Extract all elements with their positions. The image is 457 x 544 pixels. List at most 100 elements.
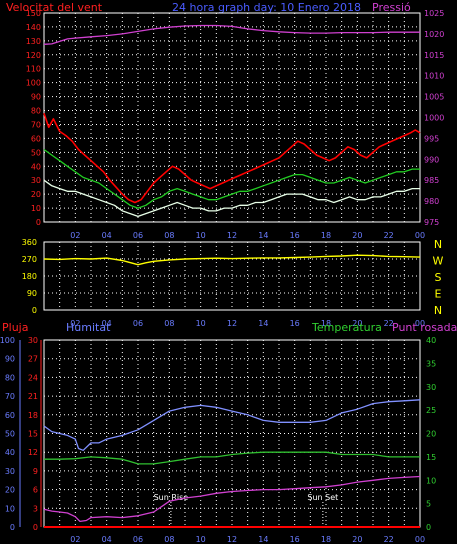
direction-tick: 0 (32, 306, 37, 315)
hour-tick-label: 20 (352, 319, 362, 328)
hour-tick-label: 22 (384, 535, 394, 544)
humidity-tick: 10 (5, 504, 15, 513)
pressure-tick: 980 (424, 197, 439, 206)
chart-title: 24 hora graph day: 10 Enero 2018 (172, 1, 361, 14)
direction-tick: 270 (22, 255, 37, 264)
hour-tick-label: 04 (102, 319, 112, 328)
temperature-axis-title: Temperatura (311, 321, 382, 334)
hour-tick-label: 22 (384, 231, 394, 240)
wind-speed-tick-labels: 0 10 20 30 40 50 60 70 80 90 100 110 120 130 140 150 (26, 9, 41, 227)
hour-tick-label: 14 (258, 535, 268, 544)
humidity-tick: 90 (5, 355, 15, 364)
temperature-tick: 25 (426, 406, 436, 415)
wind-series-pressure-line (43, 24, 420, 45)
rain-axis-title: Pluja (2, 321, 28, 334)
hour-tick-label: 00 (415, 231, 425, 240)
humidity-tick: 30 (5, 467, 15, 476)
sunset-label: Sun Set (307, 493, 338, 502)
wind-series-gust-line (43, 113, 421, 204)
climate-series-temperature-line (44, 451, 420, 465)
wind-speed-tick: 90 (31, 93, 41, 102)
hour-tick-label: 02 (70, 535, 80, 544)
hour-tick-label: 20 (352, 231, 362, 240)
temperature-tick-labels: 0 5 10 15 20 25 30 35 40 (426, 336, 436, 532)
climate-series-dewpoint-line (43, 475, 421, 523)
rain-tick: 0 (33, 523, 38, 532)
climate-series (43, 399, 421, 528)
hour-tick-label: 02 (70, 319, 80, 328)
rain-tick-labels: 0 3 6 9 12 15 18 21 24 27 30 (28, 336, 38, 532)
wind-speed-tick: 40 (31, 162, 41, 171)
humidity-tick: 50 (5, 430, 15, 439)
rain-tick: 18 (28, 411, 38, 420)
humidity-tick: 80 (5, 373, 15, 382)
temperature-tick: 30 (426, 383, 436, 392)
pressure-tick-labels: 975 980 985 990 995 1000 1005 1010 1015 1020 1025 (424, 9, 444, 227)
wind-speed-tick: 30 (31, 176, 41, 185)
humidity-tick: 60 (5, 411, 15, 420)
hour-tick-label: 04 (102, 231, 112, 240)
sunrise-label: Sun Rise (154, 493, 189, 502)
pressure-axis-title: Pressió (372, 1, 411, 14)
hour-tick-label: 14 (258, 231, 268, 240)
temperature-tick: 35 (426, 359, 436, 368)
direction-tick: 360 (22, 238, 37, 247)
temperature-tick: 10 (426, 476, 436, 485)
wind-series-avg-line (43, 148, 420, 209)
hour-tick-label: 06 (133, 231, 143, 240)
rain-tick: 21 (28, 392, 38, 401)
compass-label: S (435, 271, 442, 284)
hour-tick-label: 18 (321, 231, 331, 240)
hour-tick-label: 10 (196, 535, 206, 544)
hour-tick-label: 12 (227, 319, 237, 328)
temperature-tick: 5 (426, 500, 431, 509)
sun-markers: Sun Rise Sun Set (154, 493, 338, 527)
compass-label: N (434, 238, 442, 251)
pressure-tick: 1015 (424, 51, 444, 60)
rain-tick: 6 (33, 486, 38, 495)
hour-tick-label: 00 (415, 535, 425, 544)
hour-tick-label: 12 (227, 535, 237, 544)
climate-hour-tick-labels: 02 04 06 08 10 12 14 16 18 20 22 00 (70, 535, 425, 544)
direction-tick: 180 (22, 272, 37, 281)
temperature-tick: 0 (426, 523, 431, 532)
humidity-tick: 40 (5, 448, 15, 457)
wind-speed-tick: 10 (31, 204, 41, 213)
hour-tick-label: 14 (258, 319, 268, 328)
pressure-tick: 1005 (424, 93, 444, 102)
hour-tick-label: 18 (321, 319, 331, 328)
wind-speed-tick: 130 (26, 37, 41, 46)
humidity-tick: 100 (0, 336, 15, 345)
climate-grid (44, 340, 420, 527)
compass-label: N (434, 304, 442, 317)
wind-series (43, 24, 421, 218)
pressure-tick: 1000 (424, 114, 444, 123)
rain-tick: 27 (28, 355, 38, 364)
wind-speed-tick: 80 (31, 107, 41, 116)
rain-tick: 24 (28, 373, 38, 382)
hour-tick-label: 06 (133, 535, 143, 544)
hour-tick-label: 16 (290, 319, 300, 328)
hour-tick-label: 20 (352, 535, 362, 544)
wind-speed-tick: 70 (31, 120, 41, 129)
climate-series-humidity-line (43, 399, 421, 451)
humidity-tick: 0 (10, 523, 15, 532)
wind-series-min-line (43, 179, 420, 218)
wind-speed-tick: 50 (31, 148, 41, 157)
hour-tick-label: 12 (227, 231, 237, 240)
pressure-tick: 990 (424, 155, 439, 164)
direction-tick-labels: 360 270 180 90 0 (22, 238, 37, 315)
hour-tick-label: 08 (164, 319, 174, 328)
rain-tick: 12 (28, 448, 38, 457)
hour-tick-label: 08 (164, 535, 174, 544)
wind-speed-tick: 150 (26, 9, 41, 18)
pressure-tick: 985 (424, 176, 439, 185)
pressure-tick: 975 (424, 218, 439, 227)
wind-panel: Velocitat del vent 24 hora graph day: 10… (6, 1, 444, 240)
rain-tick: 3 (33, 504, 38, 513)
compass-label: W (433, 255, 444, 268)
wind-speed-tick: 120 (26, 51, 41, 60)
